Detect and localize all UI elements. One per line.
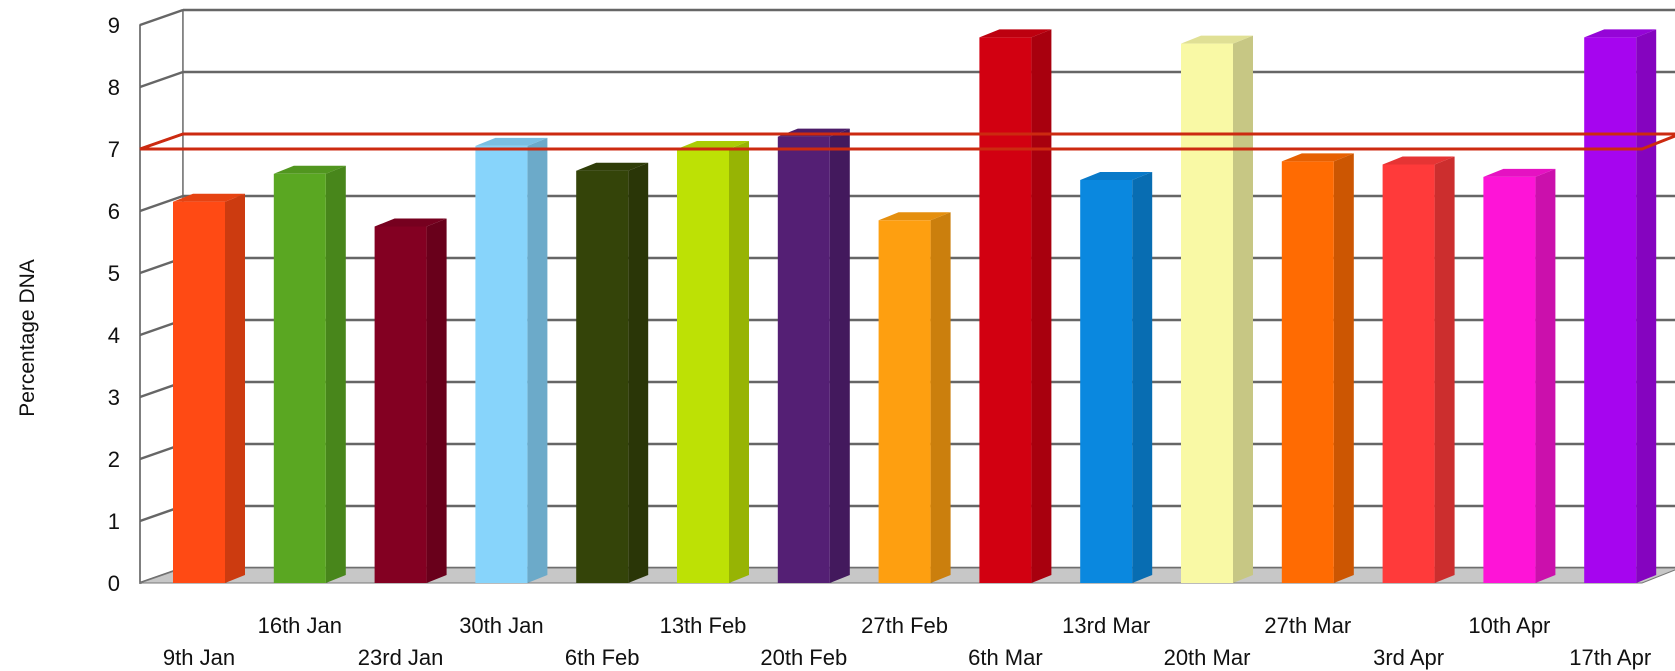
y-tick-label: 1	[108, 509, 120, 534]
x-tick-label: 20th Feb	[760, 645, 847, 670]
bar-top	[1080, 172, 1153, 180]
y-tick-label: 7	[108, 137, 120, 162]
bar-top	[1281, 153, 1354, 162]
x-tick-label: 27th Mar	[1264, 613, 1351, 638]
y-tick-label: 0	[108, 571, 120, 596]
x-tick-label: 30th Jan	[459, 613, 543, 638]
side-gridline	[139, 70, 184, 89]
bar	[1382, 156, 1455, 583]
bar	[576, 162, 649, 583]
bar	[1181, 35, 1253, 584]
bar-top	[1483, 168, 1556, 177]
x-tick-label: 16th Jan	[258, 613, 342, 638]
y-tick-label: 5	[108, 261, 120, 286]
x-tick-label: 3rd Apr	[1373, 645, 1444, 670]
y-tick-label: 4	[108, 323, 120, 348]
bar-front	[1080, 180, 1133, 583]
bar-side	[1333, 153, 1354, 583]
bar-top	[1181, 35, 1253, 44]
bar-front	[777, 136, 830, 583]
bar	[1584, 29, 1657, 583]
bar-side	[829, 128, 850, 583]
bar-side	[729, 141, 749, 583]
bar-top	[173, 193, 245, 202]
bar-side	[1434, 156, 1455, 583]
bar	[878, 212, 951, 584]
bar-front	[677, 149, 729, 583]
y-tick-label: 3	[108, 385, 120, 410]
bar-front	[1483, 176, 1536, 583]
x-tick-label: 10th Apr	[1468, 613, 1550, 638]
bar-side	[325, 165, 346, 584]
bar-top	[878, 212, 951, 221]
y-axis-label: Percentage DNA	[16, 259, 39, 417]
y-tick-label: 9	[108, 13, 120, 38]
x-tick-label: 6th Feb	[565, 645, 640, 670]
bar-front	[878, 220, 931, 584]
x-tick-label: 27th Feb	[861, 613, 948, 638]
y-tick-label: 6	[108, 199, 120, 224]
bar-top	[576, 162, 649, 171]
bar	[475, 137, 548, 583]
bar-front	[1382, 164, 1435, 583]
bar-front	[1181, 43, 1233, 584]
bars-group	[173, 29, 1657, 584]
bar-top	[374, 218, 447, 227]
bar-top	[475, 137, 548, 146]
bar-front	[475, 145, 528, 583]
bar-top	[979, 29, 1052, 38]
bar	[1483, 168, 1556, 583]
bar	[273, 165, 346, 584]
bar-side	[1535, 168, 1556, 583]
y-tick-label: 8	[108, 75, 120, 100]
bar	[979, 29, 1052, 583]
reference-line-band	[139, 132, 1675, 151]
bar-top	[1584, 29, 1657, 38]
bar	[777, 128, 850, 583]
bar-top	[1382, 156, 1455, 165]
side-gridline	[139, 8, 184, 27]
bar-front	[374, 226, 427, 583]
bar	[1080, 172, 1153, 583]
bar-side	[628, 162, 649, 583]
bar-side	[426, 218, 447, 583]
side-gridline	[139, 194, 184, 213]
bar-front	[173, 201, 225, 583]
x-tick-label: 23rd Jan	[358, 645, 444, 670]
bar-front	[1281, 161, 1334, 583]
bar-side	[1132, 172, 1153, 583]
bar-side	[930, 212, 951, 584]
bar-side	[1233, 35, 1253, 584]
bar-side	[1031, 29, 1052, 583]
bar-side	[1636, 29, 1657, 583]
y-tick-label: 2	[108, 447, 120, 472]
x-tick-label: 13th Feb	[660, 613, 747, 638]
bar-front	[273, 173, 326, 584]
x-tick-label: 9th Jan	[163, 645, 235, 670]
bar-side	[527, 137, 548, 583]
reference-line	[139, 132, 1675, 151]
bar	[677, 141, 749, 583]
x-tick-label: 20th Mar	[1164, 645, 1251, 670]
x-tick-labels: 9th Jan 16th Jan 23rd Jan 30th Jan 6th Feb 13…	[163, 613, 1651, 670]
bar-front	[1584, 37, 1637, 583]
y-tick-labels: 0 1 2 3 4 5 6 7 8 9	[108, 13, 120, 596]
bar	[173, 193, 245, 583]
bar-top	[677, 141, 749, 149]
bar	[1281, 153, 1354, 583]
x-tick-label: 13rd Mar	[1062, 613, 1150, 638]
x-tick-label: 6th Mar	[968, 645, 1043, 670]
x-tick-label: 17th Apr	[1569, 645, 1651, 670]
bar	[374, 218, 447, 583]
bar-front	[979, 37, 1032, 583]
bar-side	[225, 193, 245, 583]
bar-top	[273, 165, 346, 174]
bar-front	[576, 170, 629, 583]
